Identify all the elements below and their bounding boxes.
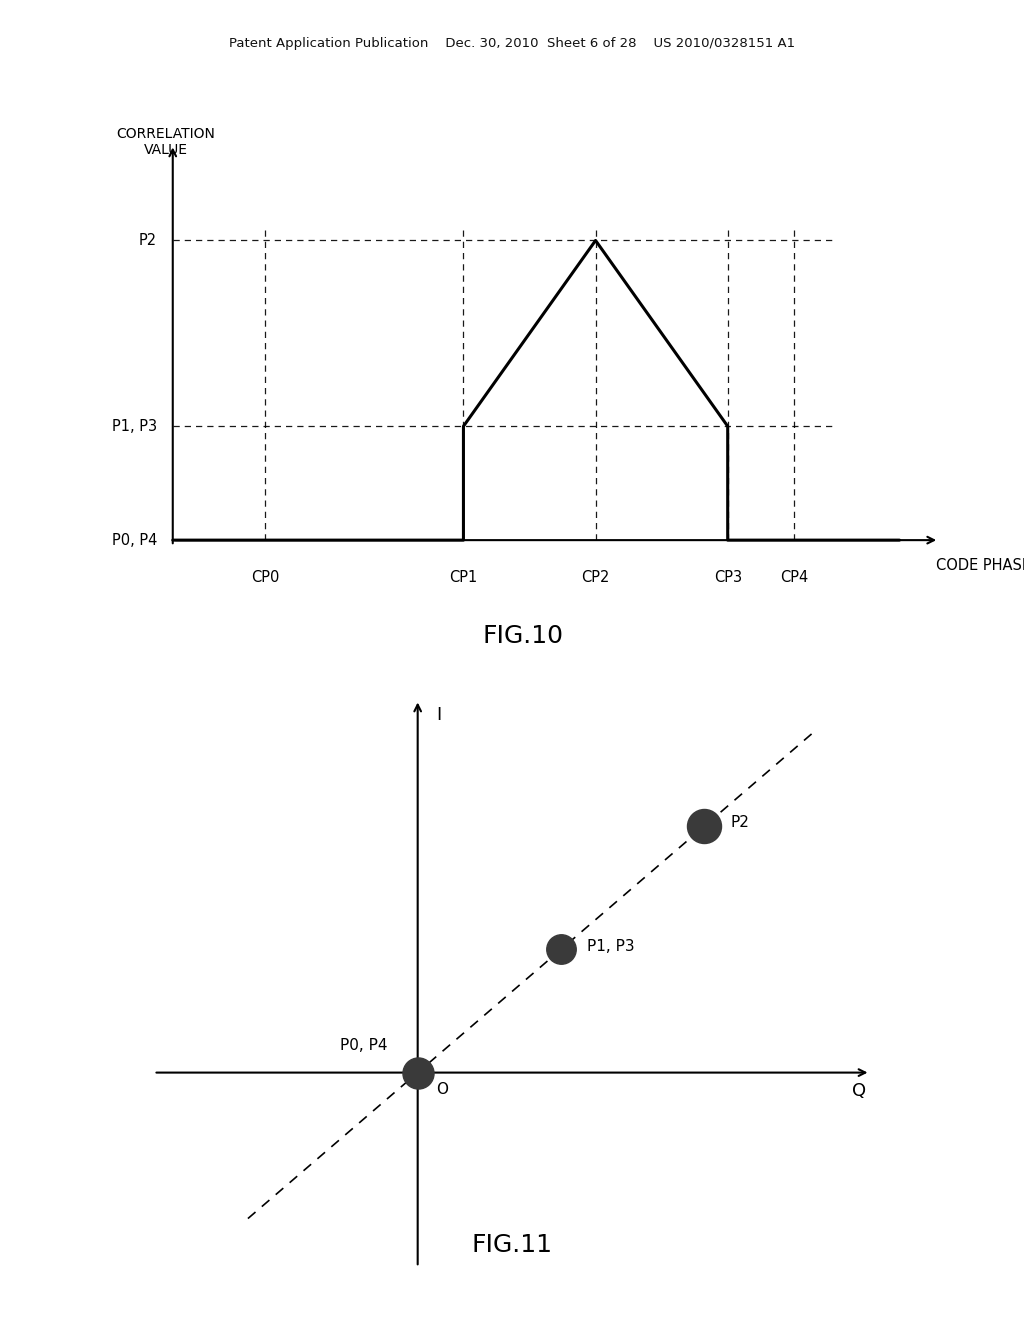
Text: CP3: CP3 [714,570,741,585]
Text: FIG.11: FIG.11 [471,1233,553,1258]
Text: CP4: CP4 [779,570,808,585]
Text: CP2: CP2 [582,570,609,585]
Text: I: I [436,706,441,725]
Text: P2: P2 [731,816,750,830]
Text: Q: Q [852,1082,866,1101]
Text: O: O [436,1082,449,1097]
Text: FIG.10: FIG.10 [482,624,563,648]
Text: CP0: CP0 [251,570,280,585]
Point [410,1063,426,1084]
Text: P1, P3: P1, P3 [112,418,157,434]
Text: CORRELATION
VALUE: CORRELATION VALUE [117,127,216,157]
Text: P1, P3: P1, P3 [588,939,635,953]
Text: CP1: CP1 [450,570,477,585]
Point [696,816,713,837]
Text: P0, P4: P0, P4 [340,1038,387,1053]
Text: Patent Application Publication    Dec. 30, 2010  Sheet 6 of 28    US 2010/032815: Patent Application Publication Dec. 30, … [229,37,795,50]
Text: P0, P4: P0, P4 [112,533,157,548]
Text: P2: P2 [139,232,157,248]
Point [553,939,569,960]
Text: CODE PHASE: CODE PHASE [937,558,1024,573]
